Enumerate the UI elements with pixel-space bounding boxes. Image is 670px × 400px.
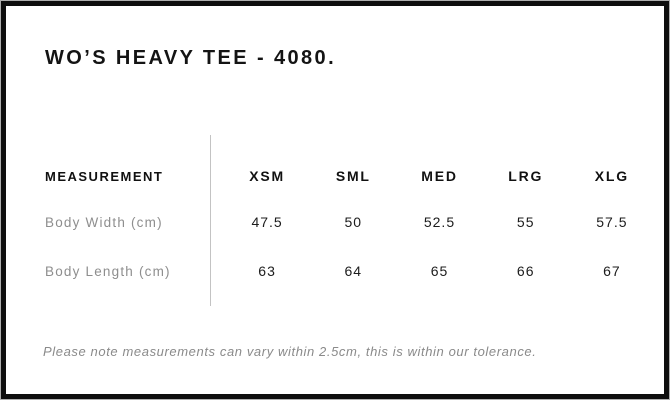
measurement-value: 50 [344, 214, 363, 230]
size-column-header: XLG [594, 168, 629, 184]
measurement-value: 65 [430, 263, 449, 279]
measurement-value: 63 [258, 263, 276, 279]
measurement-value: 55 [516, 214, 535, 230]
row-label: Body Width (cm) [45, 214, 163, 230]
measurement-value: 47.5 [251, 214, 283, 230]
size-column-header: MED [421, 168, 458, 184]
page-title: WO’S HEAVY TEE - 4080. [45, 47, 337, 69]
tolerance-note: Please note measurements can vary within… [43, 344, 537, 359]
measurement-value: 66 [516, 263, 535, 279]
size-column-header: XSM [249, 168, 285, 184]
measurement-value: 64 [344, 263, 363, 279]
table-divider [210, 135, 211, 306]
measurement-value: 67 [603, 263, 621, 279]
measurement-column-header: MEASUREMENT [45, 168, 164, 184]
size-column-header: LRG [508, 168, 544, 184]
size-table: MEASUREMENT XSM SML MED LRG XLG Body Width (cm… [45, 153, 655, 297]
row-label: Body Length (cm) [45, 263, 171, 279]
measurement-value: 57.5 [596, 214, 628, 230]
size-column-header: SML [335, 168, 371, 184]
measurement-value: 52.5 [423, 214, 456, 230]
